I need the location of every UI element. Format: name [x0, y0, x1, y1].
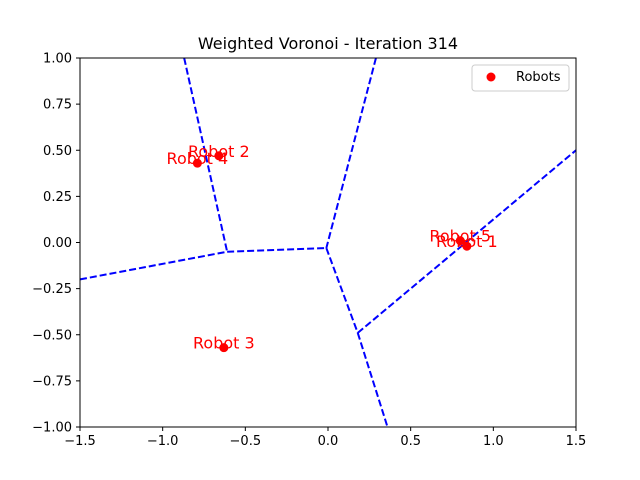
y-tick-label: 0.00	[43, 236, 72, 251]
voronoi-edge-6	[356, 332, 389, 428]
voronoi-edge-5	[357, 149, 577, 334]
robot-label-1: Robot 1	[436, 232, 498, 251]
voronoi-edge-1	[79, 250, 228, 281]
robot-point-1	[462, 241, 472, 251]
y-tick-label: 1.00	[43, 52, 72, 67]
robot-point-2	[214, 151, 224, 161]
x-tick-label: 1.0	[483, 434, 504, 449]
legend-box	[471, 64, 570, 92]
voronoi-edges	[79, 57, 577, 428]
robot-points	[192, 151, 472, 353]
voronoi-edge-0	[183, 57, 229, 252]
y-tick-label: −0.75	[32, 374, 72, 389]
y-tick-label: 0.25	[43, 190, 72, 205]
x-tick-label: 0.5	[400, 434, 421, 449]
robot-label-2: Robot 2	[188, 142, 250, 161]
legend-marker	[486, 72, 496, 82]
voronoi-edge-3	[325, 57, 377, 249]
robot-point-5	[455, 236, 465, 246]
legend-label: Robots	[516, 70, 561, 85]
y-tick-label: −0.50	[32, 328, 72, 343]
voronoi-edge-4	[325, 247, 359, 334]
y-axis-ticks: 1.00 0.75 0.50 0.25 0.00 −0.25 −0.50 −0.75 −1.00	[32, 52, 80, 436]
robot-label-5: Robot 5	[429, 227, 491, 246]
y-tick-label: 0.50	[43, 144, 72, 159]
robot-labels: Robot 1 Robot 2 Robot 3 Robot 4 Robot 5	[167, 142, 498, 353]
x-tick-label: 1.5	[566, 434, 587, 449]
x-tick-label: −1.0	[147, 434, 179, 449]
y-tick-label: −1.00	[32, 421, 72, 436]
x-tick-label: −1.5	[64, 434, 96, 449]
robot-point-4	[192, 158, 202, 168]
robot-label-4: Robot 4	[167, 149, 229, 168]
robot-point-3	[219, 343, 229, 353]
voronoi-edge-2	[227, 247, 327, 253]
y-tick-label: −0.25	[32, 282, 72, 297]
legend: Robots	[471, 64, 570, 92]
x-axis-ticks: −1.5 −1.0 −0.5 0.0 0.5 1.0 1.5	[64, 427, 586, 449]
x-tick-label: −0.5	[230, 434, 262, 449]
robot-label-3: Robot 3	[193, 334, 255, 353]
chart-title: Weighted Voronoi - Iteration 314	[198, 34, 458, 53]
x-tick-label: 0.0	[318, 434, 339, 449]
y-tick-label: 0.75	[43, 98, 72, 113]
